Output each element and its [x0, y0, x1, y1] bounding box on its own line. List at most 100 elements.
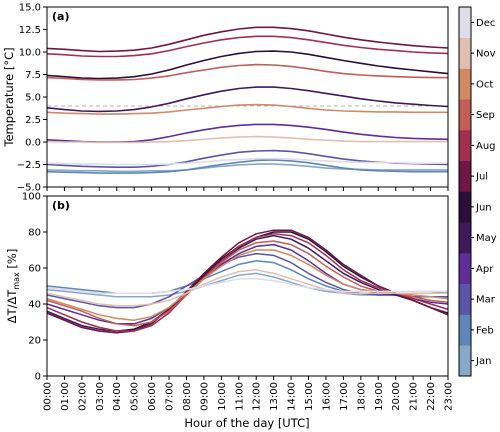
x-tick-label: 06:00	[147, 382, 158, 411]
colorbar-label-jan: Jan	[475, 356, 491, 367]
series-line-a-jan	[46, 163, 448, 173]
series-line-a-jul	[46, 26, 449, 53]
series-line-a-apr	[46, 123, 449, 143]
y-tick-label-a: 7.5	[25, 70, 41, 81]
series-line-b-nov	[46, 269, 448, 307]
series-line-a-aug	[46, 35, 449, 58]
series-line-a-nov	[46, 135, 448, 144]
panel-a-label: (a)	[52, 10, 69, 23]
colorbar-label-sep: Sep	[476, 110, 495, 121]
x-tick-label: 23:00	[444, 382, 455, 411]
x-tick-label: 07:00	[165, 382, 176, 411]
panel-b-normalized: 0 20 40 60 80 100 00:00 01:00 02:00 03:00 04:00 05…	[5, 192, 455, 431]
y-tick-label-b: 0	[35, 372, 41, 383]
x-tick-label: 18:00	[356, 382, 367, 411]
colorbar-label-nov: Nov	[476, 49, 496, 60]
colorbar-swatch-nov	[459, 37, 471, 69]
series-line-a-jun	[46, 50, 449, 80]
x-tick-label: 02:00	[77, 382, 88, 411]
panel-b-x-ticks: 00:00 01:00 02:00 03:00 04:00 05:00 06:00 07:00…	[43, 376, 455, 411]
x-tick-label: 13:00	[269, 382, 280, 411]
colorbar-swatch-apr	[459, 253, 471, 285]
x-tick-label: 00:00	[43, 382, 54, 411]
series-line-b-sep	[46, 240, 449, 327]
colorbar-swatch-may	[459, 222, 471, 254]
colorbar-label-oct: Oct	[476, 79, 493, 90]
panel-b-y-label-sub: max	[12, 272, 21, 290]
colorbar-label-jul: Jul	[475, 172, 488, 183]
panel-b-y-label: ΔT/ΔTmax [%]	[5, 249, 21, 324]
colorbar-frame	[458, 6, 472, 377]
x-tick-label: 09:00	[199, 382, 210, 411]
y-tick-label-b: 60	[28, 264, 41, 275]
colorbar-swatch-jun	[459, 191, 471, 223]
y-tick-label-a: 10.0	[19, 48, 41, 59]
series-line-a-may	[46, 86, 449, 113]
panel-b-label: (b)	[52, 199, 70, 212]
x-tick-label: 16:00	[321, 382, 332, 411]
series-line-b-apr	[46, 243, 449, 325]
panel-a-y-ticks: −5.0 −2.5 0.0 2.5 5.0 7.5 10.0 12.5 15.0	[17, 3, 449, 194]
y-tick-label-a: −5.0	[17, 183, 41, 194]
y-tick-label-b: 20	[28, 336, 41, 347]
colorbar-label-aug: Aug	[476, 141, 496, 152]
series-line-a-dec	[46, 157, 448, 166]
series-line-a-feb	[46, 159, 448, 174]
panel-b-y-label-unit: [%]	[5, 249, 19, 273]
x-tick-label: 22:00	[426, 382, 437, 411]
x-tick-label: 15:00	[304, 382, 315, 411]
y-tick-label-b: 80	[28, 228, 41, 239]
series-line-b-dec	[46, 278, 448, 294]
colorbar-swatch-mar	[459, 283, 471, 315]
panel-a-y-label: Temperature [°C]	[2, 47, 16, 147]
y-tick-label-a: 12.5	[19, 25, 41, 36]
y-tick-label-b: 40	[28, 300, 41, 311]
series-line-b-oct	[46, 249, 449, 321]
panel-b-series	[46, 229, 449, 334]
colorbar-label-mar: Mar	[476, 295, 496, 306]
y-tick-label-a: 5.0	[25, 93, 41, 104]
series-line-b-mar	[46, 252, 448, 309]
x-tick-label: 12:00	[252, 382, 263, 411]
colorbar-label-apr: Apr	[476, 264, 494, 275]
y-tick-label-a: 15.0	[19, 3, 41, 14]
x-tick-label: 20:00	[391, 382, 402, 411]
x-tick-label: 04:00	[112, 382, 123, 411]
colorbar-label-jun: Jun	[475, 202, 492, 213]
x-tick-label: 08:00	[182, 382, 193, 411]
colorbar-swatch-dec	[459, 7, 471, 39]
x-tick-label: 14:00	[287, 382, 298, 411]
x-tick-label: 19:00	[374, 382, 385, 411]
panel-a-frame	[46, 6, 449, 188]
x-tick-label: 03:00	[95, 382, 106, 411]
series-line-b-aug	[46, 233, 449, 332]
month-colorbar: Jan Feb Mar Apr May Jun Jul Aug Sep Oct Nov Dec	[458, 6, 497, 377]
colorbar-swatch-jan	[459, 345, 471, 377]
colorbar-label-dec: Dec	[476, 18, 495, 29]
colorbar-label-may: May	[476, 233, 497, 244]
colorbar-swatch-jul	[459, 160, 471, 192]
colorbar-swatch-sep	[459, 99, 471, 131]
y-tick-label-a: 2.5	[25, 115, 41, 126]
x-tick-label: 10:00	[217, 382, 228, 411]
panel-a-temperature: −5.0 −2.5 0.0 2.5 5.0 7.5 10.0 12.5 15.0 (a) Tem…	[2, 3, 449, 194]
series-line-b-jul	[46, 229, 449, 334]
series-line-a-oct	[46, 103, 448, 115]
colorbar-swatch-feb	[459, 314, 471, 346]
series-line-a-sep	[46, 63, 448, 81]
colorbar-label-feb: Feb	[476, 325, 494, 336]
y-tick-label-b: 100	[22, 192, 41, 203]
y-tick-label-a: 0.0	[25, 138, 41, 149]
colorbar-swatch-aug	[459, 130, 471, 162]
panel-b-frame	[46, 195, 449, 377]
x-tick-label: 17:00	[339, 382, 350, 411]
x-tick-label: 21:00	[409, 382, 420, 411]
panel-b-y-label-main: ΔT/ΔT	[5, 289, 19, 324]
x-tick-label: 11:00	[234, 382, 245, 411]
panel-b-y-ticks: 0 20 40 60 80 100	[22, 192, 47, 383]
y-tick-label-a: −2.5	[17, 160, 41, 171]
panel-a-series	[46, 26, 449, 174]
x-axis-label: Hour of the day [UTC]	[184, 416, 309, 430]
x-tick-label: 01:00	[60, 382, 71, 411]
